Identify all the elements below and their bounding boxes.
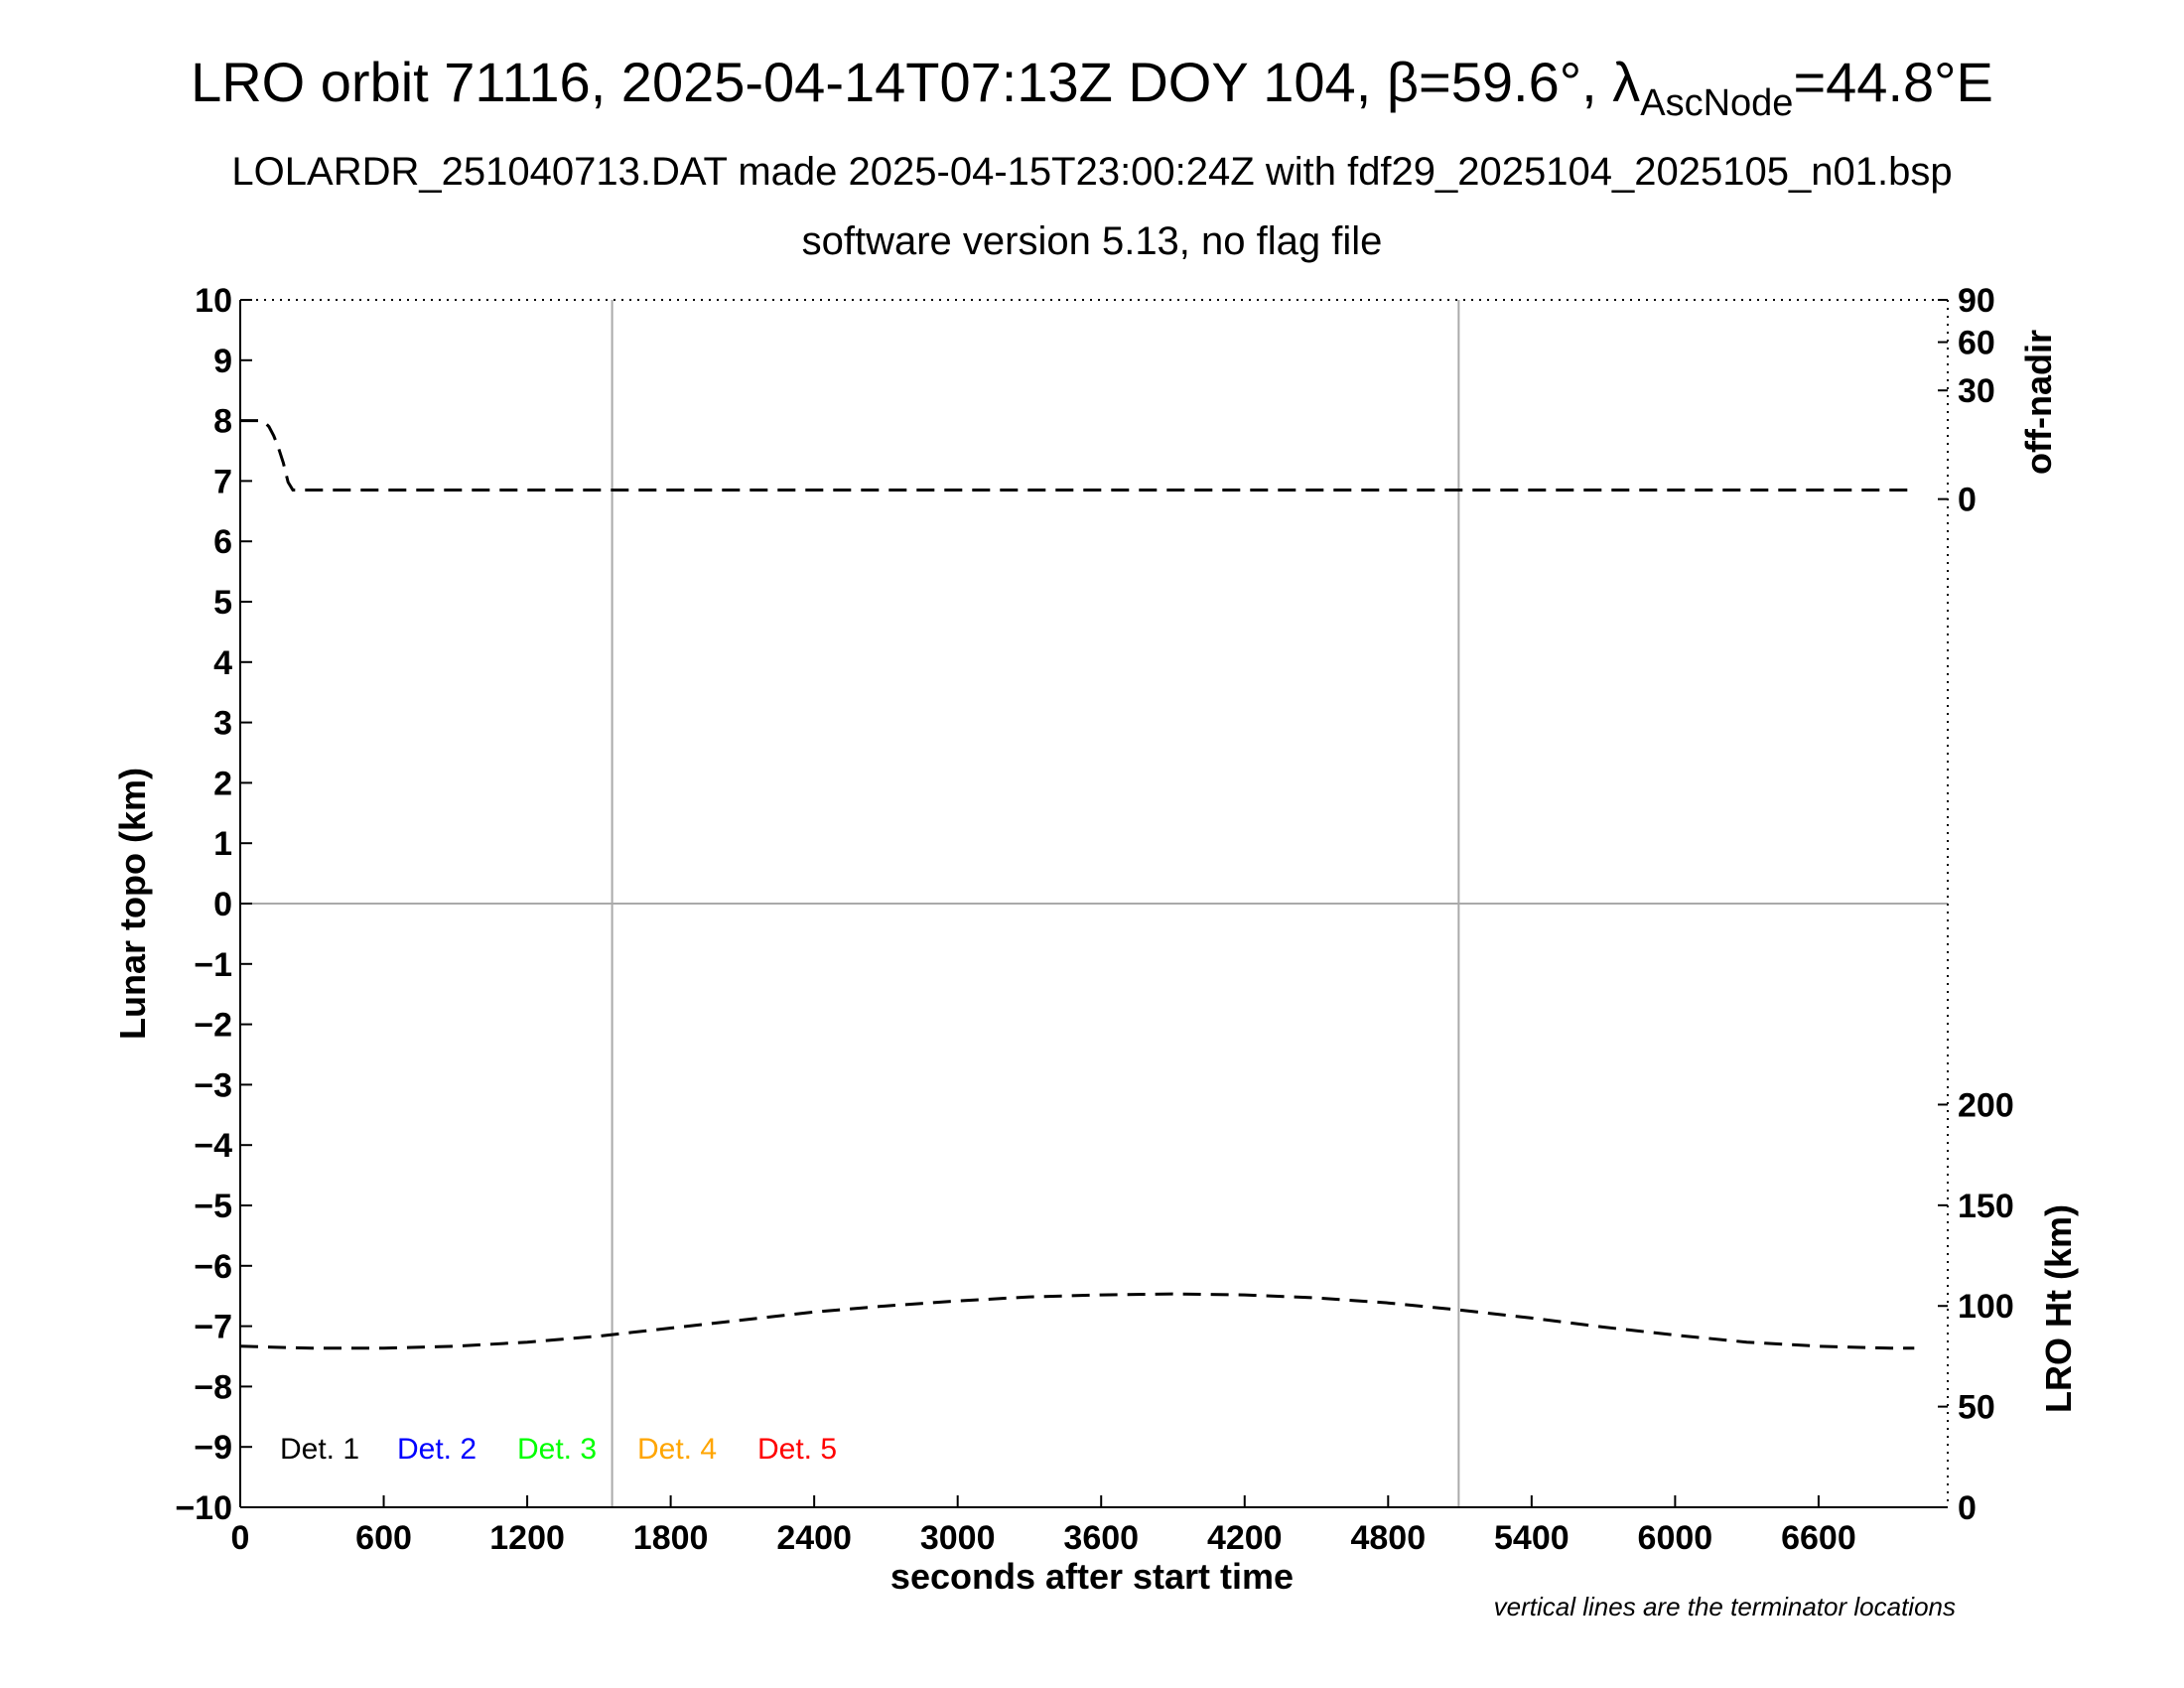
x-tick-label: 3600 [1063,1519,1139,1557]
legend-item: Det. 2 [397,1433,477,1466]
x-tick-label: 4200 [1207,1519,1283,1557]
right-axis-label-off-nadir: off-nadir [2018,330,2059,475]
y-tick-label: 3 [213,705,232,743]
legend-item: Det. 1 [280,1433,359,1466]
series-line-lro-ht [239,1292,1915,1350]
series-line-off-nadir [240,419,1915,492]
x-tick-label: 5400 [1494,1519,1570,1557]
y-tick-label: 6 [213,523,232,561]
y-tick-label: −10 [175,1489,232,1527]
y-tick-label: 8 [213,403,232,441]
right-axis-label-lro-ht: LRO Ht (km) [2038,1204,2079,1413]
off-nadir-tick-label: 90 [1958,282,1995,320]
x-tick-label: 6000 [1638,1519,1713,1557]
lro-ht-tick-label: 150 [1958,1188,2014,1225]
y-tick-label: −2 [194,1007,232,1045]
x-tick-label: 4800 [1350,1519,1426,1557]
x-tick-label: 1800 [633,1519,709,1557]
y-tick-label: 0 [213,886,232,923]
y-tick-label: −4 [194,1127,232,1165]
lro-ht-tick-label: 200 [1958,1086,2014,1124]
chart-subtitle: LOLARDR_251040713.DAT made 2025-04-15T23… [231,150,1952,194]
x-tick-label: 600 [355,1519,412,1557]
y-tick-label: −1 [194,946,232,984]
y-tick-label: 9 [213,343,232,380]
off-nadir-tick-label: 0 [1958,482,1977,519]
legend-item: Det. 3 [517,1433,597,1466]
y-tick-label: −9 [194,1429,232,1467]
y-tick-label: −8 [194,1368,232,1406]
lro-ht-tick-label: 50 [1958,1389,1995,1427]
off-nadir-tick-label: 30 [1958,372,1995,410]
chart-title: LRO orbit 71116, 2025-04-14T07:13Z DOY 1… [191,51,1993,124]
x-tick-label: 2400 [776,1519,852,1557]
chart-subtitle-2: software version 5.13, no flag file [802,219,1383,263]
y-tick-label: −7 [194,1309,232,1346]
lro-ht-tick-label: 100 [1958,1288,2014,1326]
x-tick-label: 0 [231,1519,250,1557]
footnote: vertical lines are the terminator locati… [1494,1592,1956,1621]
x-tick-label: 3000 [920,1519,996,1557]
y-tick-label: 4 [213,644,232,682]
y-axis-label: Lunar topo (km) [112,768,153,1040]
off-nadir-tick-label: 60 [1958,325,1995,362]
x-axis-label: seconds after start time [890,1556,1294,1597]
legend-item: Det. 4 [637,1433,717,1466]
x-tick-label: 6600 [1781,1519,1856,1557]
y-tick-label: 10 [195,282,232,320]
y-tick-label: −6 [194,1248,232,1286]
y-tick-label: −5 [194,1188,232,1225]
y-tick-label: 5 [213,584,232,622]
x-tick-label: 1200 [489,1519,565,1557]
y-tick-label: 2 [213,765,232,802]
y-tick-label: −3 [194,1066,232,1104]
y-tick-label: 1 [213,825,232,863]
legend-item: Det. 5 [757,1433,837,1466]
lro-ht-tick-label: 0 [1958,1489,1977,1527]
y-tick-label: 7 [213,463,232,500]
